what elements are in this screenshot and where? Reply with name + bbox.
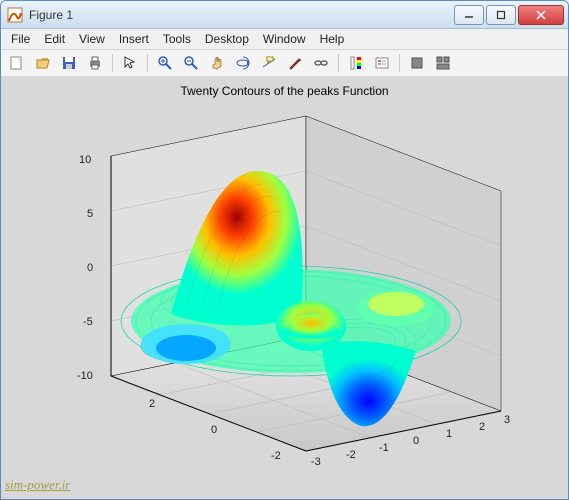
hide-plot-tools-icon[interactable] <box>405 51 429 75</box>
menu-insert[interactable]: Insert <box>113 30 155 48</box>
show-plot-tools-icon[interactable] <box>431 51 455 75</box>
menu-edit[interactable]: Edit <box>38 30 71 48</box>
y-tick-label: -3 <box>311 456 321 468</box>
print-icon[interactable] <box>83 51 107 75</box>
y-tick-label: 0 <box>413 435 419 447</box>
menubar: File Edit View Insert Tools Desktop Wind… <box>1 29 568 50</box>
menu-view[interactable]: View <box>73 30 111 48</box>
watermark: sim-power.ir <box>5 477 70 493</box>
app-icon <box>7 7 23 23</box>
zoom-in-icon[interactable] <box>153 51 177 75</box>
window-buttons <box>454 5 564 25</box>
z-tick-label: 0 <box>87 262 93 274</box>
menu-help[interactable]: Help <box>314 30 351 48</box>
z-tick-label: 10 <box>79 154 91 166</box>
brush-icon[interactable] <box>283 51 307 75</box>
zoom-out-icon[interactable] <box>179 51 203 75</box>
minimize-button[interactable] <box>454 5 484 25</box>
pointer-icon[interactable] <box>118 51 142 75</box>
toolbar-separator <box>399 54 400 72</box>
toolbar <box>1 50 568 77</box>
y-tick-label: -2 <box>346 449 356 461</box>
y-tick-label: 3 <box>504 414 510 426</box>
z-tick-label: -10 <box>77 370 93 382</box>
close-button[interactable] <box>518 5 564 25</box>
menu-window[interactable]: Window <box>257 30 312 48</box>
x-tick-label: -2 <box>271 450 281 462</box>
toolbar-separator <box>112 54 113 72</box>
maximize-button[interactable] <box>486 5 516 25</box>
z-tick-label: -5 <box>83 316 93 328</box>
figure-window: Figure 1 File Edit View Insert Tools Des… <box>0 0 569 500</box>
new-figure-icon[interactable] <box>5 51 29 75</box>
rotate-3d-icon[interactable] <box>231 51 255 75</box>
z-tick-label: 5 <box>87 208 93 220</box>
window-title: Figure 1 <box>29 8 454 22</box>
y-tick-label: 2 <box>479 421 485 433</box>
colorbar-icon[interactable] <box>344 51 368 75</box>
save-icon[interactable] <box>57 51 81 75</box>
pan-icon[interactable] <box>205 51 229 75</box>
link-data-icon[interactable] <box>309 51 333 75</box>
y-tick-label: -1 <box>379 442 389 454</box>
y-tick-label: 1 <box>446 428 452 440</box>
open-icon[interactable] <box>31 51 55 75</box>
titlebar[interactable]: Figure 1 <box>1 1 568 29</box>
plot-area[interactable]: Twenty Contours of the peaks Function <box>1 76 568 499</box>
legend-icon[interactable] <box>370 51 394 75</box>
menu-desktop[interactable]: Desktop <box>199 30 255 48</box>
x-tick-label: 2 <box>149 398 155 410</box>
toolbar-separator <box>147 54 148 72</box>
toolbar-separator <box>338 54 339 72</box>
menu-tools[interactable]: Tools <box>157 30 197 48</box>
x-tick-label: 0 <box>211 424 217 436</box>
data-cursor-icon[interactable] <box>257 51 281 75</box>
menu-file[interactable]: File <box>5 30 36 48</box>
axes-3d <box>1 76 568 499</box>
